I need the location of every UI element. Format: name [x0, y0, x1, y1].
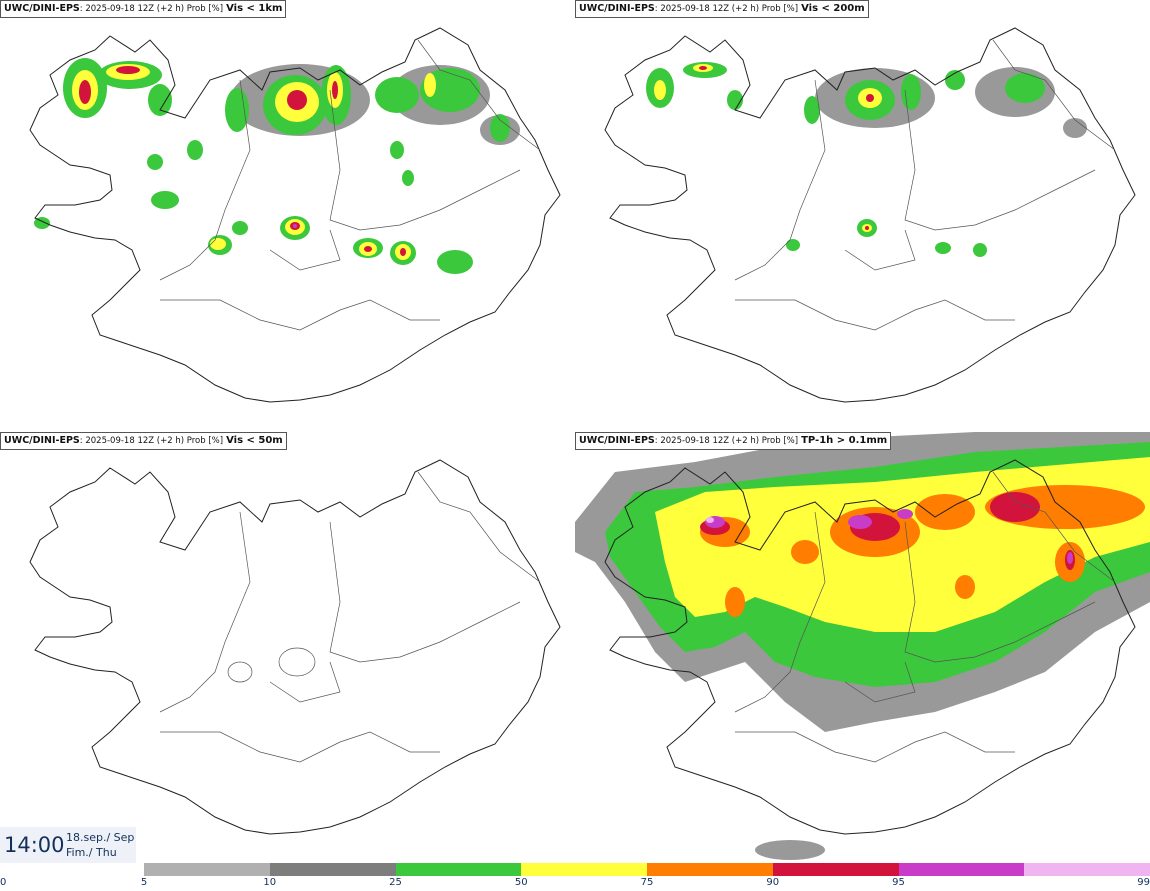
valid-time: 14:00 — [4, 833, 65, 857]
date-line: 18.sep./ Sep — [66, 831, 135, 844]
iceland-outline — [604, 459, 1136, 835]
panel-title: UWC/DINI-EPS: 2025-09-18 12Z (+2 h) Prob… — [0, 0, 287, 18]
model-name: UWC/DINI-EPS — [579, 3, 655, 14]
legend-tick-label: 10 — [263, 877, 277, 888]
prob-overlay — [34, 58, 520, 274]
variable-name: TP-1h > 0.1mm — [801, 435, 888, 446]
legend-swatch — [144, 863, 271, 876]
map-panel-precip: UWC/DINI-EPS: 2025-09-18 12Z (+2 h) Prob… — [575, 432, 1150, 863]
legend-swatch — [647, 863, 774, 876]
legend-tick-label: 75 — [640, 877, 654, 888]
legend-swatch — [772, 863, 899, 876]
legend-swatch — [1024, 863, 1150, 876]
legend-tick-label: 0 — [0, 877, 7, 888]
iceland-map — [29, 27, 561, 403]
iceland-map — [604, 27, 1136, 403]
panel-title: UWC/DINI-EPS: 2025-09-18 12Z (+2 h) Prob… — [575, 0, 869, 18]
legend-tick-label: 95 — [892, 877, 905, 888]
color-legend: 0 5 10 25 50 75 90 95 99 — [0, 863, 1150, 891]
iceland-outline — [29, 27, 561, 403]
legend-swatch — [269, 863, 396, 876]
legend-tick-label: 50 — [514, 877, 528, 888]
model-name: UWC/DINI-EPS — [4, 435, 80, 446]
panel-title: UWC/DINI-EPS: 2025-09-18 12Z (+2 h) Prob… — [0, 432, 287, 450]
map-panel-vis-50m: UWC/DINI-EPS: 2025-09-18 12Z (+2 h) Prob… — [0, 432, 575, 863]
run-info: : 2025-09-18 12Z (+2 h) Prob [%] — [654, 4, 799, 14]
iceland-map — [29, 459, 561, 835]
valid-date: 18.sep./ Sep Fim./ Thu — [66, 830, 134, 860]
legend-tick-label: 25 — [389, 877, 402, 888]
variable-name: Vis < 50m — [226, 435, 283, 446]
weekday-line: Fim./ Thu — [66, 846, 117, 859]
legend-tick-label: 99 — [1137, 877, 1150, 888]
map-panel-vis-1km: UWC/DINI-EPS: 2025-09-18 12Z (+2 h) Prob… — [0, 0, 575, 431]
panel-title: UWC/DINI-EPS: 2025-09-18 12Z (+2 h) Prob… — [575, 432, 892, 450]
legend-swatch — [898, 863, 1025, 876]
iceland-outline — [29, 459, 561, 835]
run-info: : 2025-09-18 12Z (+2 h) Prob [%] — [654, 436, 799, 446]
legend-tick-label: 5 — [140, 877, 148, 888]
map-panel-vis-200m: UWC/DINI-EPS: 2025-09-18 12Z (+2 h) Prob… — [575, 0, 1150, 431]
iceland-outline — [604, 27, 1136, 403]
run-info: : 2025-09-18 12Z (+2 h) Prob [%] — [79, 436, 224, 446]
model-name: UWC/DINI-EPS — [4, 3, 80, 14]
legend-tick-label: 90 — [766, 877, 780, 888]
iceland-map — [575, 432, 1150, 860]
run-info: : 2025-09-18 12Z (+2 h) Prob [%] — [79, 4, 224, 14]
variable-name: Vis < 1km — [226, 3, 283, 14]
prob-overlay — [575, 432, 1150, 732]
offshore-area — [755, 840, 825, 860]
legend-swatch — [395, 863, 522, 876]
model-name: UWC/DINI-EPS — [579, 435, 655, 446]
variable-name: Vis < 200m — [801, 3, 865, 14]
valid-time-box: 14:00 18.sep./ Sep Fim./ Thu — [0, 827, 136, 863]
legend-swatch — [521, 863, 648, 876]
legend-bar — [144, 863, 1150, 876]
prob-overlay — [646, 62, 1087, 257]
